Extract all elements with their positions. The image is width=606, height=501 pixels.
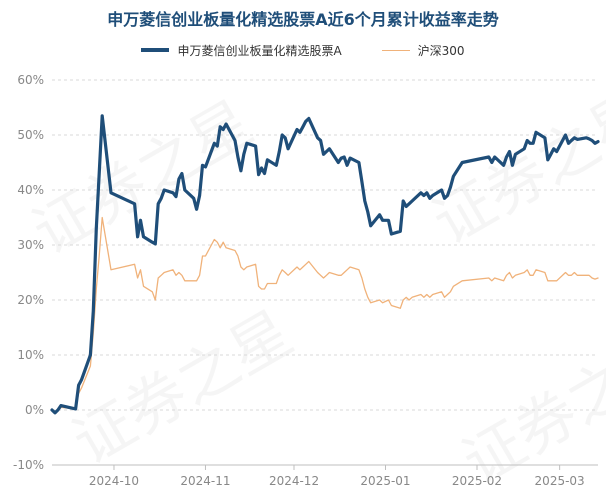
y-tick-label: 60% xyxy=(17,73,44,87)
y-tick-label: 40% xyxy=(17,183,44,197)
y-tick-label: -10% xyxy=(13,458,44,472)
legend-label-fund: 申万菱信创业板量化精选股票A xyxy=(177,43,342,58)
series-line-index xyxy=(51,216,599,413)
legend-swatch-index xyxy=(381,49,410,51)
legend-label-index: 沪深300 xyxy=(417,43,465,58)
y-tick-label: 30% xyxy=(17,238,44,252)
y-tick-label: 0% xyxy=(25,403,44,417)
chart-title: 申万菱信创业板量化精选股票A近6个月累计收益率走势 xyxy=(107,10,499,29)
x-tick-label: 2024-10 xyxy=(89,474,139,488)
legend-item-fund[interactable]: 申万菱信创业板量化精选股票A xyxy=(141,42,342,59)
x-tick-label: 2025-01 xyxy=(360,474,410,488)
legend-swatch-fund xyxy=(141,48,170,52)
axis-layer: -10% 0% 10% 20% 30% 40% 50% 60% 2024-10 2024-11 20… xyxy=(13,73,598,488)
y-tick-label: 10% xyxy=(17,348,44,362)
x-tick-label: 2024-12 xyxy=(269,474,319,488)
x-tick-label: 2025-03 xyxy=(535,474,585,488)
legend-item-index[interactable]: 沪深300 xyxy=(381,42,465,59)
series-layer xyxy=(50,114,600,415)
x-tick-label: 2024-11 xyxy=(180,474,230,488)
grid-layer xyxy=(52,79,598,466)
y-tick-label: 20% xyxy=(17,293,44,307)
x-tick-label: 2025-02 xyxy=(452,474,502,488)
series-line-fund xyxy=(50,114,600,415)
legend: 申万菱信创业板量化精选股票A 沪深300 xyxy=(0,40,606,60)
y-tick-label: 50% xyxy=(17,128,44,142)
